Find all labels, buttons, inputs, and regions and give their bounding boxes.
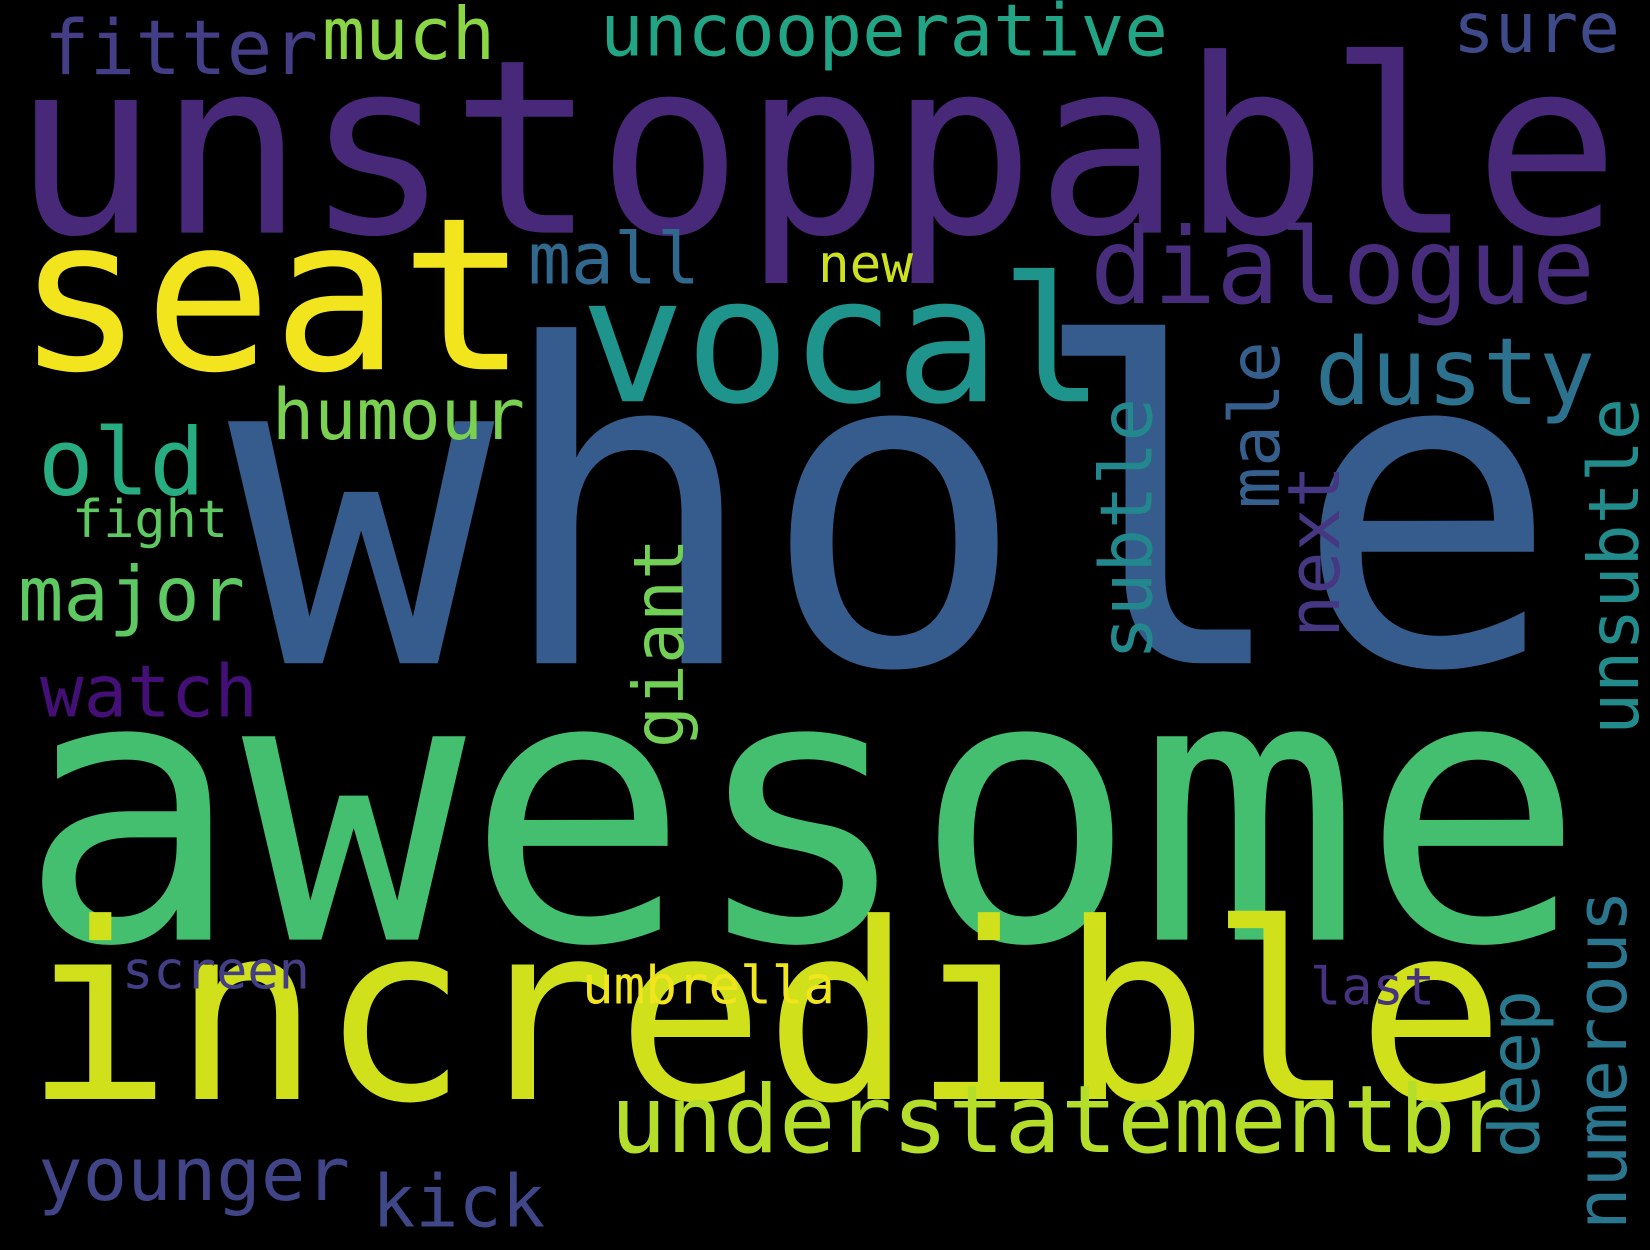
word-umbrella: umbrella <box>582 955 835 1017</box>
word-sure: sure <box>1453 0 1620 69</box>
word-deep: deep <box>1475 990 1557 1158</box>
word-screen: screen <box>121 941 311 1002</box>
word-next: next <box>1272 465 1357 638</box>
word-dialogue: dialogue <box>1090 206 1595 329</box>
word-last: last <box>1309 957 1436 1018</box>
word-kick: kick <box>372 1159 545 1244</box>
word-understatementbr: understatementbr <box>610 1066 1512 1176</box>
word-uncooperative: uncooperative <box>600 0 1168 74</box>
word-giant: giant <box>619 538 701 748</box>
word-subtle: subtle <box>1085 398 1170 660</box>
word-incredible: incredible <box>24 872 1505 1158</box>
word-awesome: awesome <box>18 594 1585 1028</box>
word-unstoppable: unstoppable <box>12 8 1620 291</box>
word-humour: humour <box>272 373 525 456</box>
word-new: new <box>818 234 913 296</box>
word-old: old <box>38 408 205 517</box>
word-fight: fight <box>72 490 228 551</box>
word-younger: younger <box>38 1131 350 1218</box>
word-vocal: vocal <box>580 240 1105 444</box>
word-fitter: fitter <box>44 4 318 93</box>
word-numerous: numerous <box>1560 890 1644 1230</box>
word-watch: watch <box>40 650 258 735</box>
word-much: much <box>322 0 495 77</box>
word-seat: seat <box>16 173 528 421</box>
word-mall: mall <box>528 217 700 301</box>
word-unsubtle: unsubtle <box>1574 398 1650 735</box>
word-whole: whole <box>228 253 1560 769</box>
word-dusty: dusty <box>1315 317 1595 426</box>
word-major: major <box>18 550 245 639</box>
